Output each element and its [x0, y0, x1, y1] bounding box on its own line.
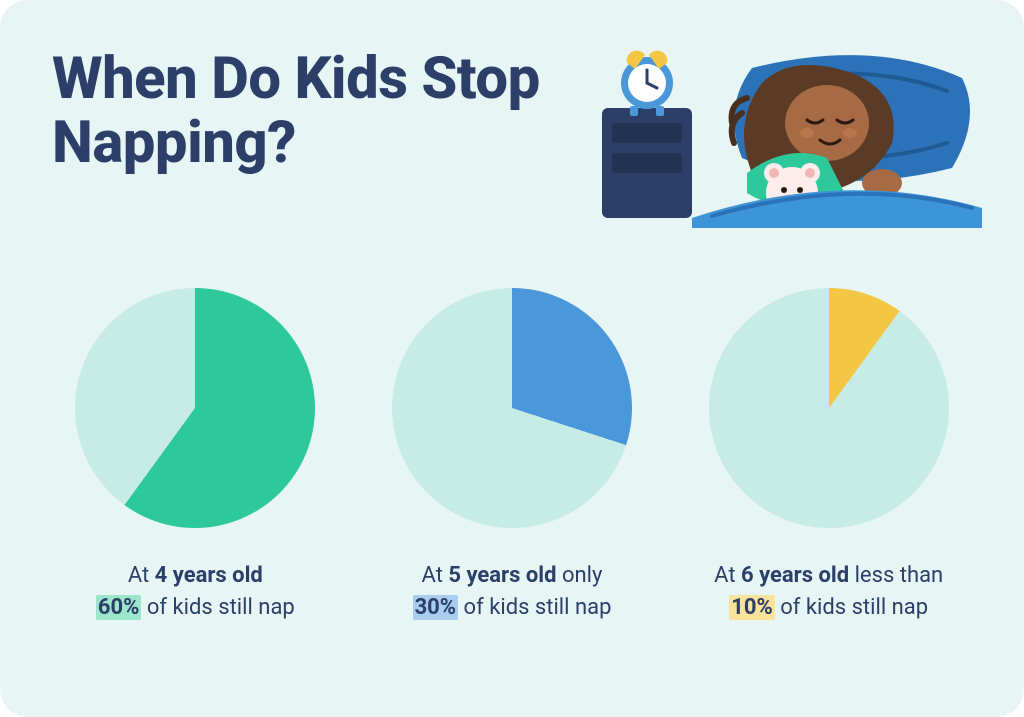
chart-5-years: At 5 years old only 30% of kids still na…	[369, 288, 656, 624]
header-row: When Do Kids Stop Napping?	[52, 48, 972, 228]
chart-4-years: At 4 years old 60% of kids still nap	[52, 288, 339, 624]
charts-row: At 4 years old 60% of kids still nap At …	[52, 288, 972, 624]
caption-age: 5 years old	[448, 563, 556, 588]
caption-5-years: At 5 years old only 30% of kids still na…	[413, 560, 612, 624]
caption-suffix: of kids still nap	[775, 595, 928, 620]
caption-prefix: At	[128, 563, 155, 588]
caption-6-years: At 6 years old less than 10% of kids sti…	[714, 560, 943, 624]
infographic-card: When Do Kids Stop Napping?	[0, 0, 1024, 717]
pie-5-years	[392, 288, 632, 528]
caption-suffix: of kids still nap	[141, 595, 294, 620]
pie-6-years	[709, 288, 949, 528]
caption-prefix: At	[422, 563, 449, 588]
caption-prefix: At	[714, 563, 741, 588]
caption-age: 6 years old	[741, 563, 849, 588]
sleeping-child-illustration	[582, 28, 982, 228]
pie-4-years	[75, 288, 315, 528]
page-title: When Do Kids Stop Napping?	[52, 48, 582, 176]
caption-percent: 60%	[96, 595, 142, 620]
caption-4-years: At 4 years old 60% of kids still nap	[96, 560, 295, 624]
chart-6-years: At 6 years old less than 10% of kids sti…	[685, 288, 972, 624]
caption-suffix: of kids still nap	[458, 595, 611, 620]
caption-percent: 30%	[413, 595, 459, 620]
caption-age: 4 years old	[155, 563, 263, 588]
caption-middle: only	[557, 563, 603, 588]
sleeping-child-svg	[582, 28, 982, 228]
caption-percent: 10%	[729, 595, 775, 620]
caption-middle: less than	[849, 563, 943, 588]
